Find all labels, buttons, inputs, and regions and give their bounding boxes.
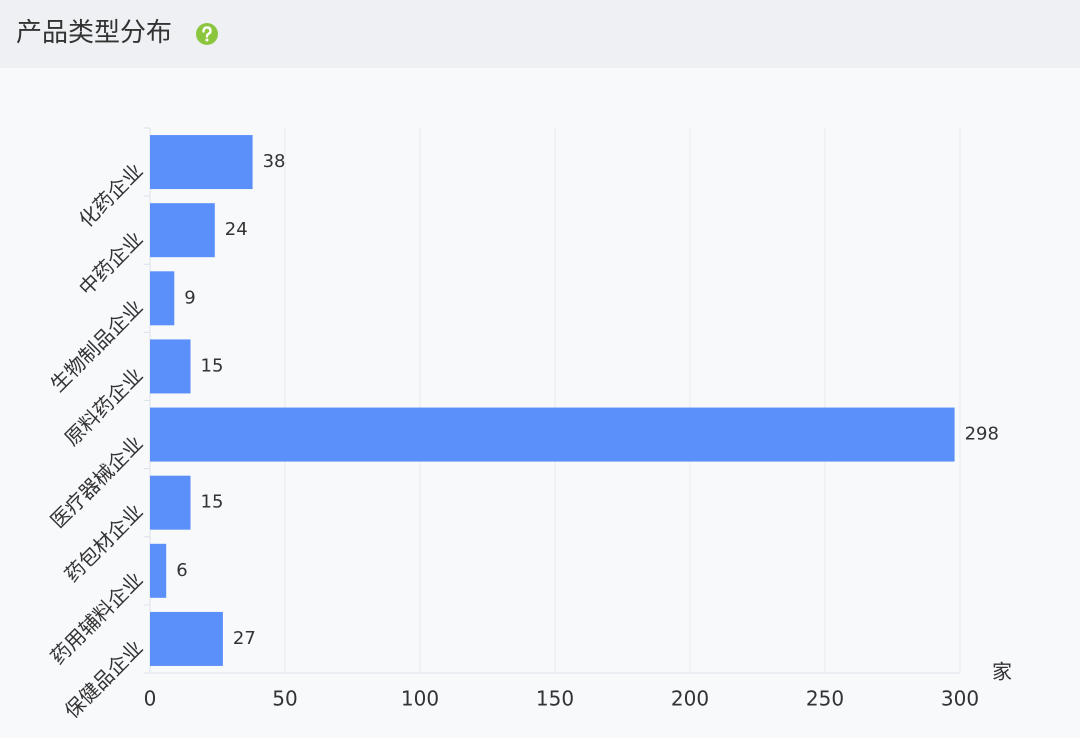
x-tick-label: 50 [272, 687, 297, 711]
bar [150, 339, 191, 394]
value-label: 9 [184, 287, 195, 308]
value-label: 27 [233, 628, 256, 649]
x-tick-label: 250 [806, 687, 844, 711]
x-tick-label: 200 [671, 687, 709, 711]
bar [150, 407, 955, 462]
x-tick-label: 0 [144, 687, 157, 711]
y-tick-label: 化药企业 [74, 159, 148, 233]
bar [150, 475, 191, 530]
chart-title: 产品类型分布 [16, 18, 173, 48]
header: 产品类型分布 [0, 0, 1080, 68]
bar [150, 135, 253, 190]
value-label: 298 [965, 424, 999, 445]
value-label: 15 [201, 355, 224, 376]
y-tick-label: 中药企业 [74, 227, 148, 301]
value-label: 15 [201, 492, 224, 513]
value-label: 24 [225, 219, 248, 240]
x-axis-label: 家 [992, 660, 1012, 684]
bar [150, 611, 223, 666]
help-icon[interactable] [195, 22, 219, 46]
bar [150, 543, 167, 598]
bar [150, 203, 215, 258]
x-tick-label: 300 [941, 687, 979, 711]
bar [150, 271, 175, 326]
x-tick-label: 150 [536, 687, 574, 711]
x-tick-label: 100 [401, 687, 439, 711]
value-label: 38 [263, 151, 286, 172]
value-label: 6 [176, 560, 187, 581]
